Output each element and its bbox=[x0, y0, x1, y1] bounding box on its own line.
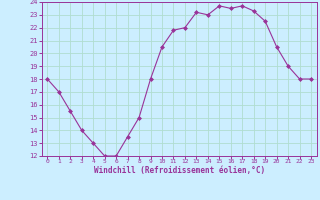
X-axis label: Windchill (Refroidissement éolien,°C): Windchill (Refroidissement éolien,°C) bbox=[94, 166, 265, 175]
